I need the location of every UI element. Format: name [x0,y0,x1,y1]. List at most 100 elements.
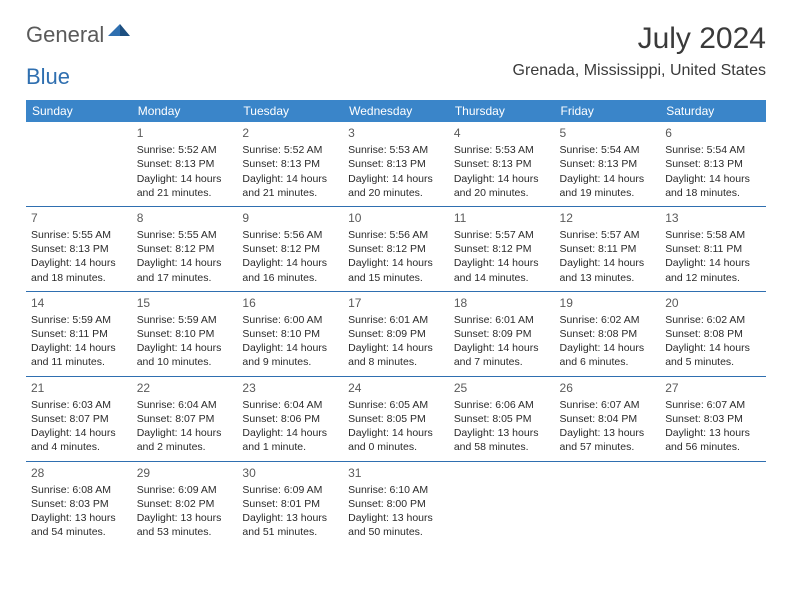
sunrise-text: Sunrise: 5:53 AM [348,143,444,157]
sunset-text: Sunset: 8:06 PM [242,412,338,426]
daylight-text-2: and 15 minutes. [348,271,444,285]
day-number: 11 [454,210,550,226]
day-number: 3 [348,125,444,141]
calendar-page: General July 2024 Grenada, Mississippi, … [0,0,792,545]
sunset-text: Sunset: 8:03 PM [665,412,761,426]
day-number: 18 [454,295,550,311]
daylight-text-2: and 8 minutes. [348,355,444,369]
sunrise-text: Sunrise: 5:58 AM [665,228,761,242]
day-number: 22 [137,380,233,396]
sunset-text: Sunset: 8:00 PM [348,497,444,511]
daylight-text-1: Daylight: 13 hours [137,511,233,525]
day-number: 12 [560,210,656,226]
sunset-text: Sunset: 8:07 PM [31,412,127,426]
day-number: 14 [31,295,127,311]
day-header: Monday [132,100,238,122]
daylight-text-1: Daylight: 14 hours [454,341,550,355]
calendar-cell [660,461,766,545]
day-number: 6 [665,125,761,141]
sunset-text: Sunset: 8:09 PM [454,327,550,341]
sunrise-text: Sunrise: 5:56 AM [242,228,338,242]
daylight-text-1: Daylight: 14 hours [665,172,761,186]
daylight-text-2: and 18 minutes. [31,271,127,285]
daylight-text-2: and 53 minutes. [137,525,233,539]
calendar-row: 21Sunrise: 6:03 AMSunset: 8:07 PMDayligh… [26,376,766,461]
daylight-text-1: Daylight: 13 hours [242,511,338,525]
calendar-body: 1Sunrise: 5:52 AMSunset: 8:13 PMDaylight… [26,122,766,545]
calendar-cell: 17Sunrise: 6:01 AMSunset: 8:09 PMDayligh… [343,291,449,376]
day-number: 19 [560,295,656,311]
day-number: 5 [560,125,656,141]
daylight-text-1: Daylight: 14 hours [665,256,761,270]
sunset-text: Sunset: 8:13 PM [454,157,550,171]
daylight-text-2: and 14 minutes. [454,271,550,285]
calendar-cell: 12Sunrise: 5:57 AMSunset: 8:11 PMDayligh… [555,206,661,291]
daylight-text-2: and 10 minutes. [137,355,233,369]
calendar-cell: 31Sunrise: 6:10 AMSunset: 8:00 PMDayligh… [343,461,449,545]
sunrise-text: Sunrise: 6:02 AM [665,313,761,327]
sunset-text: Sunset: 8:07 PM [137,412,233,426]
calendar-cell: 28Sunrise: 6:08 AMSunset: 8:03 PMDayligh… [26,461,132,545]
daylight-text-1: Daylight: 13 hours [560,426,656,440]
daylight-text-2: and 17 minutes. [137,271,233,285]
brand-logo: General [26,22,132,48]
calendar-cell: 11Sunrise: 5:57 AMSunset: 8:12 PMDayligh… [449,206,555,291]
calendar-cell: 15 Sunrise: 5:59 AMSunset: 8:10 PMDayligh… [132,291,238,376]
calendar-cell [26,122,132,206]
day-number: 27 [665,380,761,396]
day-number: 9 [242,210,338,226]
day-number: 8 [137,210,233,226]
calendar-cell: 4Sunrise: 5:53 AMSunset: 8:13 PMDaylight… [449,122,555,206]
calendar-table: Sunday Monday Tuesday Wednesday Thursday… [26,100,766,545]
sunset-text: Sunset: 8:13 PM [560,157,656,171]
day-number: 17 [348,295,444,311]
day-header: Wednesday [343,100,449,122]
sunrise-text: Sunrise: 6:10 AM [348,483,444,497]
daylight-text-1: Daylight: 14 hours [242,341,338,355]
calendar-cell: 3Sunrise: 5:53 AMSunset: 8:13 PMDaylight… [343,122,449,206]
daylight-text-1: Daylight: 14 hours [665,341,761,355]
sunrise-text: Sunrise: 6:07 AM [665,398,761,412]
daylight-text-1: Daylight: 14 hours [137,341,233,355]
calendar-cell: 20Sunrise: 6:02 AMSunset: 8:08 PMDayligh… [660,291,766,376]
calendar-cell: 24Sunrise: 6:05 AMSunset: 8:05 PMDayligh… [343,376,449,461]
sunset-text: Sunset: 8:11 PM [665,242,761,256]
daylight-text-2: and 0 minutes. [348,440,444,454]
sunrise-text: Sunrise: 5:52 AM [242,143,338,157]
day-number: 15 [137,295,233,311]
daylight-text-1: Daylight: 14 hours [31,256,127,270]
sunset-text: Sunset: 8:13 PM [665,157,761,171]
sunset-text: Sunset: 8:08 PM [665,327,761,341]
calendar-cell: 7Sunrise: 5:55 AMSunset: 8:13 PMDaylight… [26,206,132,291]
daylight-text-1: Daylight: 14 hours [348,256,444,270]
calendar-cell: 10Sunrise: 5:56 AMSunset: 8:12 PMDayligh… [343,206,449,291]
day-number: 31 [348,465,444,481]
sunrise-text: Sunrise: 6:04 AM [242,398,338,412]
sunrise-text: Sunrise: 5:53 AM [454,143,550,157]
daylight-text-1: Daylight: 14 hours [137,426,233,440]
calendar-row: 7Sunrise: 5:55 AMSunset: 8:13 PMDaylight… [26,206,766,291]
sunset-text: Sunset: 8:12 PM [242,242,338,256]
daylight-text-2: and 57 minutes. [560,440,656,454]
sunset-text: Sunset: 8:10 PM [137,327,233,341]
sunrise-text: Sunrise: 6:08 AM [31,483,127,497]
sunset-text: Sunset: 8:10 PM [242,327,338,341]
daylight-text-2: and 50 minutes. [348,525,444,539]
sunrise-text: Sunrise: 5:54 AM [665,143,761,157]
daylight-text-2: and 16 minutes. [242,271,338,285]
calendar-cell: 27Sunrise: 6:07 AMSunset: 8:03 PMDayligh… [660,376,766,461]
day-number: 23 [242,380,338,396]
calendar-row: 28Sunrise: 6:08 AMSunset: 8:03 PMDayligh… [26,461,766,545]
sunrise-text: Sunrise: 5:59 AM [137,313,233,327]
day-header: Saturday [660,100,766,122]
day-header: Sunday [26,100,132,122]
sunset-text: Sunset: 8:01 PM [242,497,338,511]
sunrise-text: Sunrise: 5:52 AM [137,143,233,157]
sunrise-text: Sunrise: 6:09 AM [242,483,338,497]
daylight-text-2: and 7 minutes. [454,355,550,369]
day-number: 2 [242,125,338,141]
sunset-text: Sunset: 8:05 PM [454,412,550,426]
daylight-text-2: and 58 minutes. [454,440,550,454]
day-number: 16 [242,295,338,311]
sunrise-text: Sunrise: 6:00 AM [242,313,338,327]
